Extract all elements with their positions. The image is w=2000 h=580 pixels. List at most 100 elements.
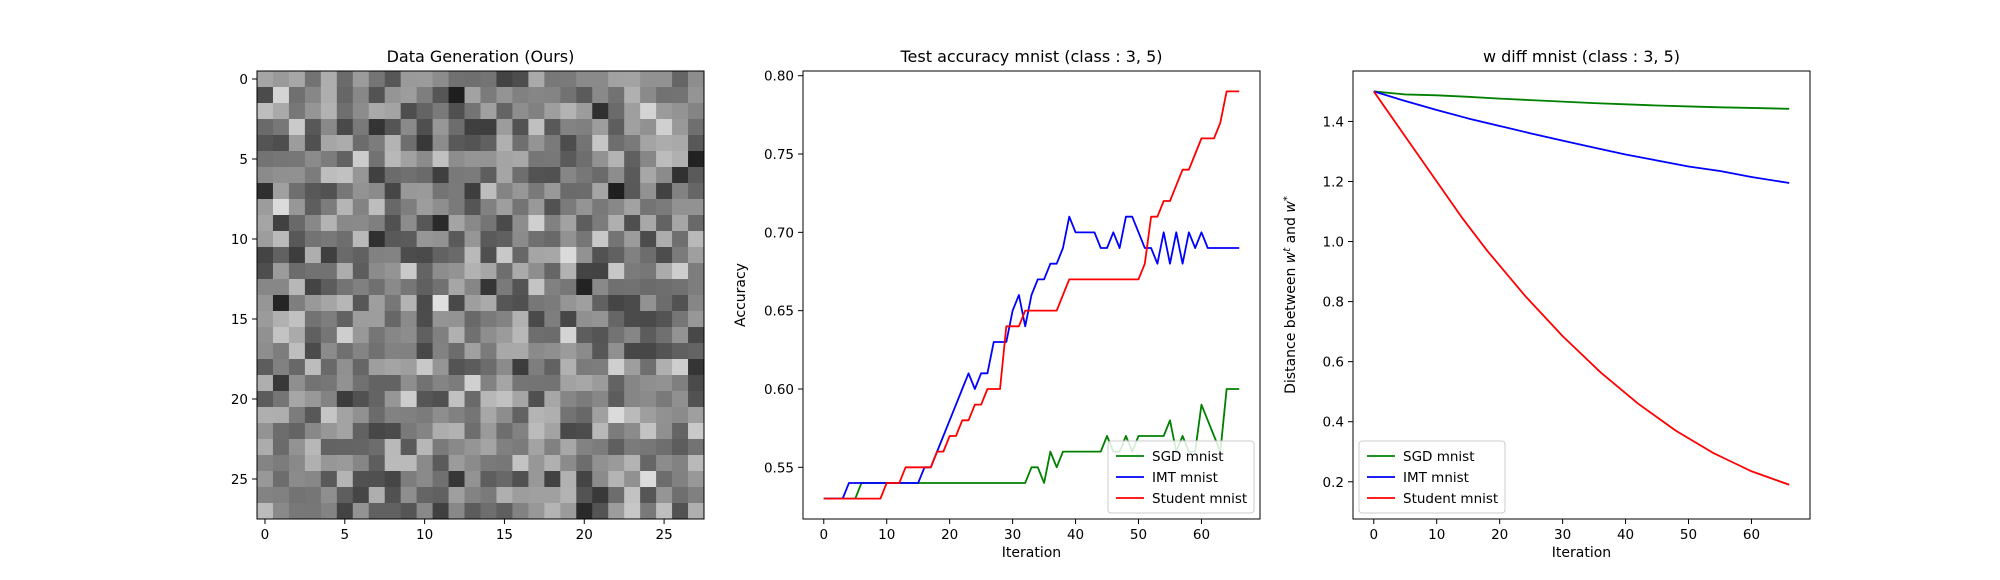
heatmap-cell [640, 71, 657, 88]
heatmap-cell [544, 183, 561, 200]
heatmap-cell [672, 199, 689, 216]
heatmap-cell [272, 343, 290, 360]
heatmap-cell [608, 327, 625, 344]
heatmap-cell [560, 407, 577, 424]
heatmap-cell [688, 391, 705, 408]
heatmap-cell [400, 199, 418, 216]
heatmap-cell [624, 279, 641, 296]
heatmap-cell [272, 407, 290, 424]
legend-box [1107, 440, 1255, 514]
heatmap-cell [512, 151, 529, 168]
heatmap-cell [672, 183, 689, 200]
heatmap-cell [352, 455, 370, 472]
heatmap-cell [656, 487, 673, 504]
heatmap-cell [480, 295, 497, 312]
heatmap-cell [592, 503, 609, 520]
heatmap-cell [544, 135, 561, 152]
heatmap-cell [688, 87, 705, 104]
heatmap-cell [352, 199, 370, 216]
heatmap-cell [560, 391, 577, 408]
y-tick-label: 0.70 [764, 225, 794, 241]
heatmap-cell [496, 183, 513, 200]
heatmap-cell [400, 503, 418, 520]
x-tick-label: 20 [941, 527, 958, 543]
heatmap-cell [320, 439, 338, 456]
heatmap-cell [416, 87, 433, 104]
heatmap-cell [512, 279, 529, 296]
heatmap-cell [528, 135, 545, 152]
heatmap-cell [400, 471, 418, 488]
heatmap-cell [432, 487, 449, 504]
heatmap-cell [672, 391, 689, 408]
heatmap-cell [257, 167, 274, 184]
heatmap-cell [576, 375, 593, 392]
heatmap-cell [257, 119, 274, 136]
heatmap-cell [368, 263, 386, 280]
heatmap-cell [368, 503, 386, 520]
heatmap-cell [608, 407, 625, 424]
heatmap-cell [672, 423, 689, 440]
heatmap-cell [448, 119, 465, 136]
y-tick-label: 1.4 [1323, 114, 1344, 130]
heatmap-cell [480, 311, 497, 328]
y-axis-label: Distance between wt and w* [1282, 196, 1300, 394]
heatmap-cell [288, 279, 306, 296]
heatmap-cell [448, 455, 465, 472]
heatmap-cell [608, 151, 625, 168]
heatmap-cell [544, 295, 561, 312]
heatmap-cell [624, 343, 641, 360]
heatmap-cell [592, 151, 609, 168]
heatmap-cell [624, 87, 641, 104]
heatmap-cell [640, 311, 657, 328]
heatmap-cell [608, 359, 625, 376]
heatmap-cell [272, 71, 290, 88]
legend-entry: Student mnist [1403, 491, 1498, 507]
heatmap-cell [352, 183, 370, 200]
heatmap-cell [464, 391, 481, 408]
heatmap-cell [448, 199, 465, 216]
heatmap-cell [688, 327, 705, 344]
heatmap-cell [257, 311, 274, 328]
heatmap-cell [257, 279, 274, 296]
heatmap-cell [432, 135, 449, 152]
heatmap-cell [304, 231, 322, 248]
heatmap-cell [416, 199, 433, 216]
heatmap-cell [416, 183, 433, 200]
axes-frame [802, 70, 1261, 520]
heatmap-cell [672, 87, 689, 104]
heatmap-cell [304, 311, 322, 328]
heatmap-cell [272, 375, 290, 392]
heatmap-cell [560, 247, 577, 264]
heatmap-cell [304, 343, 322, 360]
heatmap-cell [448, 71, 465, 88]
heatmap-cell [624, 503, 641, 520]
heatmap-cell [384, 87, 402, 104]
heatmap-cell [352, 87, 370, 104]
heatmap-cell [496, 439, 513, 456]
heatmap-cell [480, 87, 497, 104]
heatmap-cell [448, 103, 465, 120]
heatmap-cell [336, 375, 354, 392]
heatmap-cell [304, 279, 322, 296]
heatmap-cell [320, 215, 338, 232]
heatmap-cell [368, 247, 386, 264]
heatmap-cell [528, 119, 545, 136]
heatmap-cell [304, 471, 322, 488]
heatmap-cell [624, 263, 641, 280]
heatmap-cell [416, 231, 433, 248]
heatmap-cell [384, 343, 402, 360]
heatmap-cell [496, 487, 513, 504]
heatmap-cell [464, 247, 481, 264]
heatmap-cell [416, 455, 433, 472]
heatmap-cell [257, 375, 274, 392]
heatmap-cell [272, 423, 290, 440]
heatmap-cell [640, 247, 657, 264]
heatmap-cell [576, 215, 593, 232]
heatmap-cell [257, 423, 274, 440]
heatmap-cell [688, 503, 705, 520]
x-tick-label: 40 [1617, 527, 1634, 543]
heatmap-cell [640, 263, 657, 280]
heatmap-cell [368, 167, 386, 184]
heatmap-cell [512, 71, 529, 88]
heatmap-cell [512, 423, 529, 440]
